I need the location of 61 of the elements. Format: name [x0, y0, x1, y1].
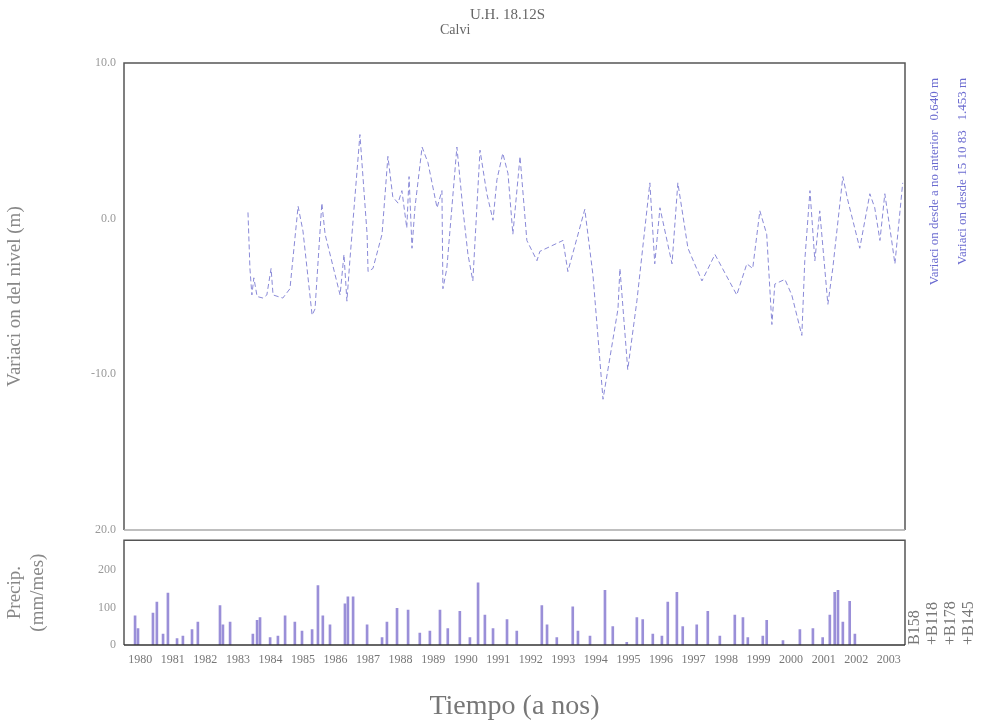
bar — [515, 630, 519, 645]
x-tick-label: 2002 — [844, 652, 869, 667]
bar — [446, 628, 450, 645]
bar — [706, 610, 710, 645]
y-tick-label: 100 — [98, 599, 116, 614]
y-tick-label: -10.0 — [91, 366, 116, 381]
bar — [571, 606, 575, 645]
x-tick-label: 1988 — [388, 652, 413, 667]
text: +B118 — [923, 601, 941, 645]
x-tick-label: 2000 — [779, 652, 804, 667]
bar — [651, 633, 655, 645]
x-tick-label: 1999 — [746, 652, 771, 667]
y-tick-label: 200 — [98, 562, 116, 577]
text: Variaci on desde a no anterior 0.640 m — [926, 78, 942, 286]
line-series — [247, 134, 904, 400]
bar — [695, 624, 699, 645]
text: B158 — [905, 610, 923, 645]
x-tick-label: 1998 — [714, 652, 739, 667]
x-tick-label: 1996 — [648, 652, 673, 667]
x-tick-label: 2003 — [876, 652, 901, 667]
bar — [828, 614, 832, 645]
y-tick-label: 0.0 — [101, 210, 116, 225]
x-tick-label: 1989 — [421, 652, 446, 667]
bar — [555, 637, 559, 645]
bar — [848, 600, 852, 645]
x-tick-label: 1997 — [681, 652, 706, 667]
y-axis-title: Variaci on del nivel (m) — [3, 206, 26, 387]
text: +B178 — [941, 601, 959, 645]
x-tick-label: 1985 — [290, 652, 315, 667]
x-tick-label: 1990 — [453, 652, 478, 667]
bar — [765, 619, 769, 645]
bar — [746, 637, 750, 645]
bar — [641, 619, 645, 645]
bar — [733, 614, 737, 645]
y-tick-label: 0 — [110, 637, 116, 652]
bar — [418, 632, 422, 645]
x-tick-label: 1980 — [128, 652, 153, 667]
bar — [821, 637, 824, 645]
chart-subtitle: Calvi — [440, 22, 471, 38]
x-tick-label: 1995 — [616, 652, 641, 667]
x-tick-label: 1994 — [583, 652, 608, 667]
x-tick-label: 1987 — [356, 652, 381, 667]
x-tick-label: 2001 — [811, 652, 836, 667]
x-tick-label: 1986 — [323, 652, 348, 667]
y-tick-label: 10.0 — [95, 55, 116, 70]
x-tick-label: 1982 — [193, 652, 218, 667]
bar — [611, 626, 615, 645]
x-tick-label: 1993 — [551, 652, 576, 667]
text: Variaci on desde 15 10 83 1.453 m — [954, 78, 970, 266]
x-tick-label: 1984 — [258, 652, 283, 667]
bar — [681, 626, 685, 645]
text: +B145 — [959, 601, 977, 645]
x-axis-title: Tiempo (a nos) — [429, 688, 600, 720]
x-tick-label: 1981 — [160, 652, 185, 667]
x-tick-label: 1991 — [486, 652, 511, 667]
chart-title: U.H. 18.12S — [470, 6, 546, 23]
y-axis-title: Precip. (mm/mes) — [3, 553, 49, 632]
y-tick-label: 20.0 — [95, 522, 116, 537]
x-tick-label: 1983 — [225, 652, 250, 667]
x-tick-label: 1992 — [518, 652, 543, 667]
bar — [666, 601, 670, 645]
